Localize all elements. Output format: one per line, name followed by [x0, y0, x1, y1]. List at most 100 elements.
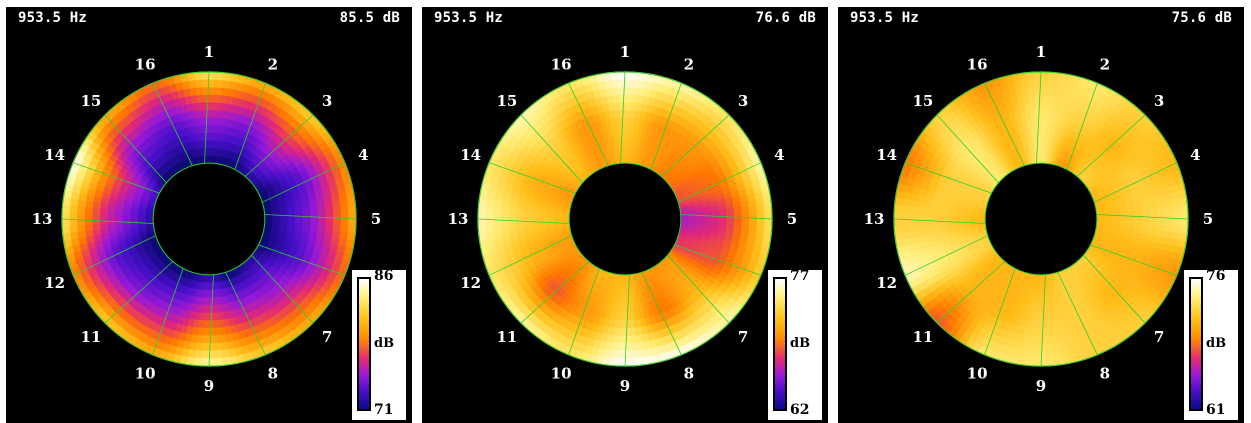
- heat-cell: [271, 249, 281, 257]
- heat-cell: [1144, 119, 1156, 132]
- heat-cell: [1088, 269, 1098, 279]
- heat-cell: [946, 254, 957, 263]
- heat-cell: [561, 145, 571, 156]
- heat-cell: [706, 244, 716, 252]
- heat-cell: [1016, 95, 1025, 105]
- heat-cell: [152, 131, 162, 141]
- heat-cell: [651, 162, 659, 172]
- heat-cell: [1075, 269, 1084, 279]
- heat-cell: [91, 218, 101, 225]
- heat-cell: [959, 262, 970, 272]
- heat-cell: [348, 211, 357, 220]
- heat-cell: [572, 128, 582, 139]
- heat-cell: [1108, 256, 1118, 265]
- heat-cell: [213, 327, 221, 337]
- heat-cell: [671, 247, 680, 255]
- heat-cell: [114, 209, 124, 215]
- heat-cell: [100, 233, 110, 241]
- channel-line: [1083, 254, 1146, 324]
- heat-cell: [574, 155, 584, 165]
- heat-cell: [960, 166, 970, 175]
- heat-cell: [213, 124, 219, 134]
- heat-cell: [293, 158, 304, 168]
- heat-cell: [1025, 140, 1031, 150]
- heat-cell: [508, 229, 518, 237]
- heat-cell: [1079, 117, 1089, 128]
- heat-cell: [270, 231, 280, 237]
- heat-cell: [631, 289, 637, 298]
- heat-cell: [165, 124, 174, 135]
- heat-cell: [317, 207, 327, 215]
- heat-cell: [1022, 272, 1028, 282]
- heat-cell: [1156, 200, 1166, 209]
- heat-cell: [242, 279, 250, 290]
- heat-cell: [107, 171, 118, 181]
- heat-cell: [249, 284, 258, 294]
- heat-cell: [613, 319, 621, 329]
- heat-cell: [946, 213, 955, 219]
- heat-cell: [230, 269, 237, 279]
- heat-cell: [718, 109, 730, 122]
- heat-cell: [986, 183, 995, 191]
- heat-cell: [566, 162, 576, 172]
- heat-cell: [538, 226, 548, 232]
- polar-heatmap: 12345678910111213141516: [32, 43, 382, 395]
- heat-cell: [1072, 345, 1082, 356]
- heat-cell: [637, 87, 646, 97]
- heat-cell: [569, 279, 579, 289]
- heat-cell: [1016, 270, 1023, 280]
- heat-cell: [191, 102, 199, 112]
- heat-cell: [266, 268, 277, 278]
- heat-cell: [264, 157, 274, 167]
- heat-cell: [215, 79, 224, 88]
- heat-cell: [236, 330, 246, 341]
- heat-cell: [139, 163, 149, 173]
- heat-cell: [1031, 155, 1036, 164]
- heat-cell: [1077, 133, 1087, 144]
- heat-cell: [760, 246, 770, 256]
- heat-cell: [281, 154, 292, 164]
- heat-cell: [667, 263, 676, 273]
- heat-cell: [979, 263, 989, 273]
- heat-cell: [1084, 146, 1094, 157]
- heat-cell: [478, 231, 488, 241]
- heat-cell: [1133, 199, 1143, 206]
- heat-cell: [1096, 219, 1106, 223]
- heat-cell: [937, 269, 948, 280]
- heat-cell: [667, 308, 677, 319]
- heat-cell: [138, 201, 148, 207]
- heat-cell: [992, 163, 1002, 172]
- heat-cell: [553, 215, 562, 219]
- heat-cell: [168, 296, 176, 307]
- heat-cell: [631, 357, 640, 367]
- heat-cell: [1118, 252, 1129, 260]
- heat-cell: [603, 279, 610, 289]
- heat-cell: [546, 150, 556, 160]
- heat-cell: [129, 278, 140, 288]
- heat-cell: [213, 109, 221, 119]
- heat-cell: [235, 137, 243, 147]
- heat-cell: [149, 175, 159, 184]
- channel-label: 14: [876, 146, 897, 164]
- heat-cell: [251, 165, 260, 175]
- heat-cell: [199, 297, 206, 306]
- heat-cell: [702, 252, 713, 260]
- heat-cell: [641, 103, 649, 113]
- heat-cell: [264, 215, 274, 220]
- heat-cell: [236, 121, 244, 131]
- heat-cell: [262, 232, 272, 238]
- heat-cell: [982, 242, 992, 250]
- channel-line: [1090, 244, 1177, 276]
- heat-cell: [979, 178, 989, 187]
- colorbar-min: 71: [374, 402, 394, 418]
- heat-cell: [171, 138, 180, 148]
- heat-cell: [587, 273, 596, 283]
- heat-cell: [1101, 178, 1112, 186]
- heat-cell: [563, 154, 573, 164]
- heat-cell: [954, 209, 963, 216]
- heat-cell: [152, 140, 162, 150]
- heat-cell: [1037, 274, 1041, 284]
- heat-cell: [1046, 274, 1051, 283]
- heat-cell: [230, 159, 237, 169]
- heat-cell: [764, 219, 773, 228]
